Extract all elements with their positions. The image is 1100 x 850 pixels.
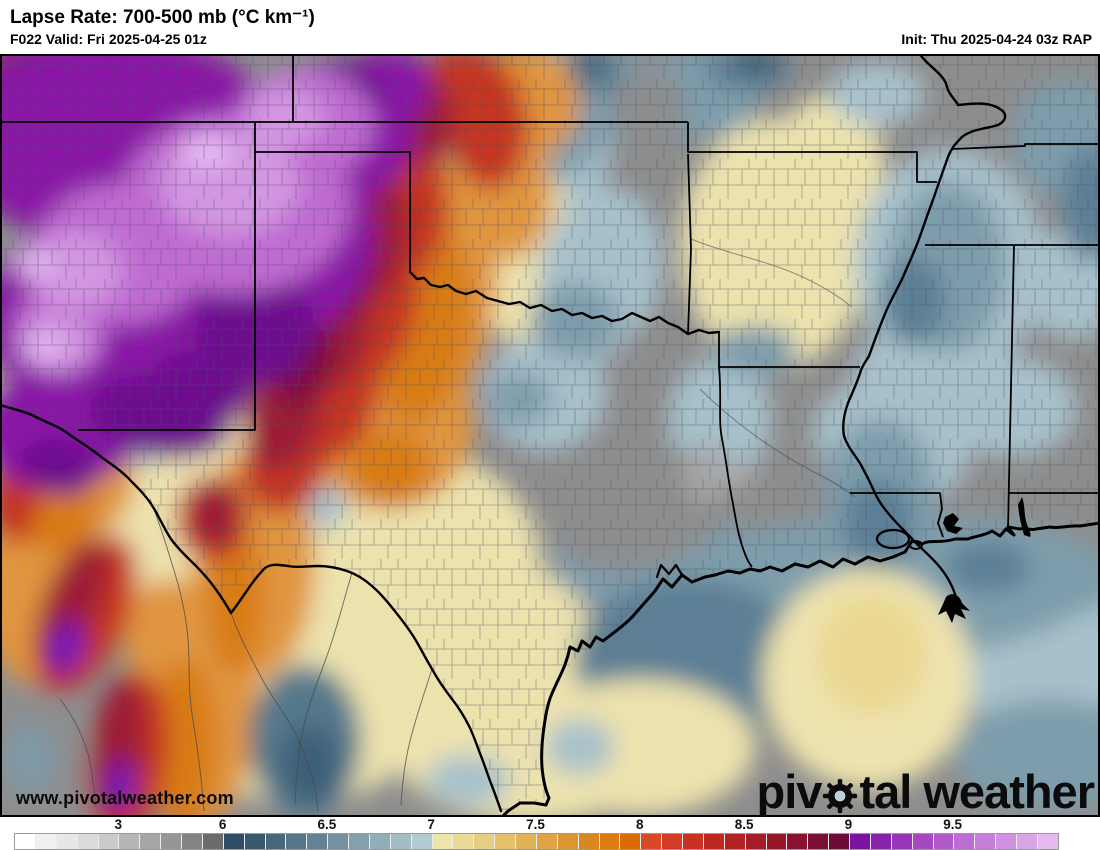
colorbar-cell <box>933 834 955 849</box>
gulf-coastline <box>500 521 1100 817</box>
colorbar-cell <box>1037 834 1058 849</box>
colorbar-cell <box>244 834 266 849</box>
red-river <box>408 270 721 336</box>
colorbar-cell <box>870 834 892 849</box>
minor-rivers <box>690 238 856 498</box>
colorbar-cell <box>15 834 36 849</box>
colorbar-cell <box>1017 834 1038 849</box>
mexico-state-lines <box>59 498 433 812</box>
colorbar-cell <box>495 834 516 849</box>
gear-icon <box>823 778 858 813</box>
colorbar-cell <box>703 834 725 849</box>
mississippi-delta <box>938 497 1031 623</box>
colorbar-cell <box>557 834 579 849</box>
colorbar-tick-label: 9 <box>844 817 853 832</box>
colorbar-cell <box>745 834 767 849</box>
colorbar-cell <box>56 834 78 849</box>
colorbar-cell <box>724 834 746 849</box>
brand-logo: piv tal weather <box>756 765 1095 818</box>
lapse-rate-map-canvas <box>0 54 1100 817</box>
colorbar-cell <box>369 834 391 849</box>
colorbar-cell <box>119 834 141 849</box>
colorbar <box>14 833 1059 850</box>
colorbar-cell <box>808 834 830 849</box>
colorbar-cell <box>77 834 99 849</box>
colorbar-cell <box>390 834 412 849</box>
colorbar-cell <box>599 834 621 849</box>
colorbar-tick-label: 7.5 <box>526 817 545 832</box>
logo-text-suffix: tal weather <box>859 765 1095 818</box>
colorbar-cell <box>912 834 934 849</box>
logo-text-prefix: piv <box>756 765 823 818</box>
colorbar-cell <box>474 834 496 849</box>
colorbar-cell <box>35 834 57 849</box>
colorbar-cell <box>432 834 454 849</box>
colorbar-cell <box>975 834 997 849</box>
colorbar-cell <box>578 834 600 849</box>
colorbar-cell <box>182 834 203 849</box>
colorbar-cell <box>620 834 642 849</box>
colorbar-cell <box>453 834 475 849</box>
colorbar-cell <box>328 834 349 849</box>
colorbar-cell <box>850 834 871 849</box>
colorbar-cell <box>286 834 308 849</box>
colorbar-tick-label: 8.5 <box>734 817 754 832</box>
colorbar-cell <box>891 834 913 849</box>
mississippi-river <box>842 54 1007 615</box>
color-scale-ticks: 3 6 6.5 7 7.5 8 8.5 9 9.5 <box>14 817 1057 832</box>
colorbar-cell <box>954 834 976 849</box>
colorbar-tick-label: 9.5 <box>943 817 963 832</box>
colorbar-cell <box>766 834 788 849</box>
page-title: Lapse Rate: 700-500 mb (°C km⁻¹) <box>10 7 315 28</box>
valid-time-label: F022 Valid: Fri 2025-04-25 01z <box>10 31 207 47</box>
colorbar-cell <box>349 834 370 849</box>
colorbar-tick-label: 6.5 <box>317 817 337 832</box>
major-rivers <box>0 54 1007 813</box>
colorbar-cell <box>662 834 683 849</box>
colorbar-tick-label: 7 <box>427 817 435 832</box>
colorbar-cell <box>536 834 558 849</box>
weather-map: www.pivotalweather.com piv tal weather <box>0 54 1100 817</box>
header: Lapse Rate: 700-500 mb (°C km⁻¹) F022 Va… <box>0 0 1100 54</box>
color-scale: 3 6 6.5 7 7.5 8 8.5 9 9.5 <box>0 817 1100 850</box>
colorbar-cell <box>265 834 287 849</box>
colorbar-tick-label: 8 <box>636 817 644 832</box>
colorbar-cell <box>202 834 224 849</box>
init-time-label: Init: Thu 2025-04-24 03z RAP <box>901 31 1092 47</box>
colorbar-cell <box>516 834 537 849</box>
colorbar-cell <box>140 834 162 849</box>
colorbar-cell <box>787 834 809 849</box>
colorbar-tick-label: 6 <box>218 817 227 832</box>
watermark-url: www.pivotalweather.com <box>16 788 234 808</box>
state-borders <box>0 54 1100 568</box>
colorbar-cell <box>223 834 245 849</box>
colorbar-cell <box>411 834 433 849</box>
map-frame <box>0 54 1100 817</box>
colorbar-cell <box>98 834 120 849</box>
colorbar-cell <box>683 834 704 849</box>
colorbar-cell <box>829 834 850 849</box>
colorbar-cell <box>161 834 182 849</box>
galveston-bay <box>655 563 684 579</box>
colorbar-cell <box>307 834 329 849</box>
colorbar-cell <box>641 834 663 849</box>
lake-pontchartrain <box>875 528 911 550</box>
rio-grande <box>0 403 503 813</box>
colorbar-cell <box>996 834 1017 849</box>
colorbar-tick-label: 3 <box>114 817 123 832</box>
lake-small <box>909 540 923 550</box>
